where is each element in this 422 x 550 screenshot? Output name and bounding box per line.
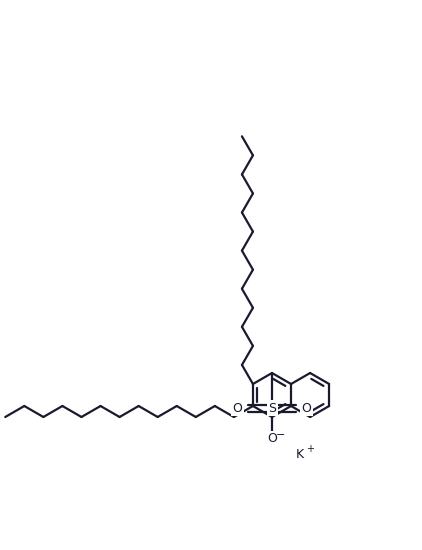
Text: +: + (306, 444, 314, 454)
Text: −: − (276, 430, 286, 440)
Text: S: S (268, 402, 276, 415)
Text: O: O (267, 432, 277, 446)
Text: O: O (302, 402, 311, 415)
Text: O: O (233, 402, 242, 415)
Text: K: K (296, 448, 304, 461)
